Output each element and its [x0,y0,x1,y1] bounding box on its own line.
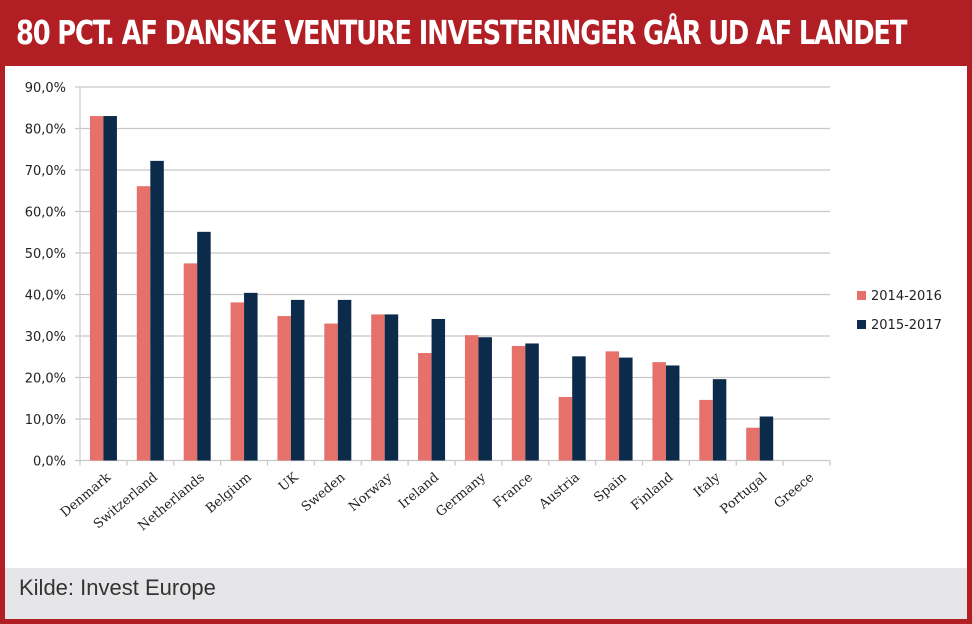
legend-label: 2015-2017 [871,318,942,333]
x-tick-label: Greece [772,470,818,512]
bar-2014-2016 [746,427,760,461]
bar-2015-2017 [103,116,117,461]
x-tick-label: Italy [691,470,724,501]
bar-2014-2016 [277,316,291,461]
y-tick-label: 60,0% [25,206,66,221]
bar-2015-2017 [431,318,446,461]
bar-2014-2016 [183,263,198,461]
y-tick-label: 30,0% [25,330,66,345]
bar-2014-2016 [699,399,713,461]
bar-2015-2017 [665,365,680,461]
bar-2014-2016 [136,186,151,461]
bar-2015-2017 [244,292,258,461]
legend-swatch [857,320,866,329]
bar-2015-2017 [572,356,586,461]
x-tick-label: Sweden [299,470,349,515]
y-tick-label: 70,0% [25,164,66,179]
bar-2014-2016 [418,353,432,461]
legend-swatch [857,291,866,300]
bar-2014-2016 [558,397,573,461]
bar-2014-2016 [511,345,526,461]
bar-2014-2016 [464,335,479,461]
bar-2014-2016 [324,323,338,461]
bar-chart: 0,0% 10,0% 20,0% 30,0% 40,0% 50,0% 60,0% 70,0% 8… [25,81,942,534]
source-footer: Kilde: Invest Europe [5,568,967,619]
bar-2014-2016 [371,314,385,461]
bar-2015-2017 [384,314,399,461]
bar-2014-2016 [652,362,666,461]
bar-2015-2017 [478,337,492,461]
x-tick-label: Austria [536,470,583,513]
legend-label: 2014-2016 [871,289,942,304]
y-tick-label: 80,0% [25,123,66,138]
bar-2015-2017 [337,299,352,461]
x-tick-label: Finland [628,470,676,514]
bar-2015-2017 [759,416,774,461]
chart-title-text: 80 PCT. AF DANSKE VENTURE INVESTERINGER … [16,13,907,52]
y-tick-label: 0,0% [33,455,66,470]
y-tick-label: 10,0% [25,413,66,428]
y-tick-label: 90,0% [25,81,66,96]
bar-2015-2017 [525,343,539,461]
x-tick-label: UK [276,470,302,495]
x-tick-label: Germany [433,470,489,521]
bar-2015-2017 [150,160,164,461]
bar-2015-2017 [619,357,633,461]
x-tick-label: Spain [591,470,630,506]
bar-2015-2017 [197,231,211,461]
x-tick-label: Belgium [203,470,254,517]
chart-title: 80 PCT. AF DANSKE VENTURE INVESTERINGER … [0,0,972,66]
bar-2014-2016 [89,116,104,461]
x-tick-label: Portugal [718,470,771,518]
bar-2015-2017 [290,299,305,461]
bar-2015-2017 [712,379,727,461]
y-tick-label: 50,0% [25,247,66,262]
y-tick-label: 20,0% [25,372,66,387]
bar-2014-2016 [605,351,620,461]
x-tick-label: France [491,470,536,511]
bar-2014-2016 [230,302,245,461]
x-tick-label: Norway [346,470,396,515]
y-tick-label: 40,0% [25,289,66,304]
